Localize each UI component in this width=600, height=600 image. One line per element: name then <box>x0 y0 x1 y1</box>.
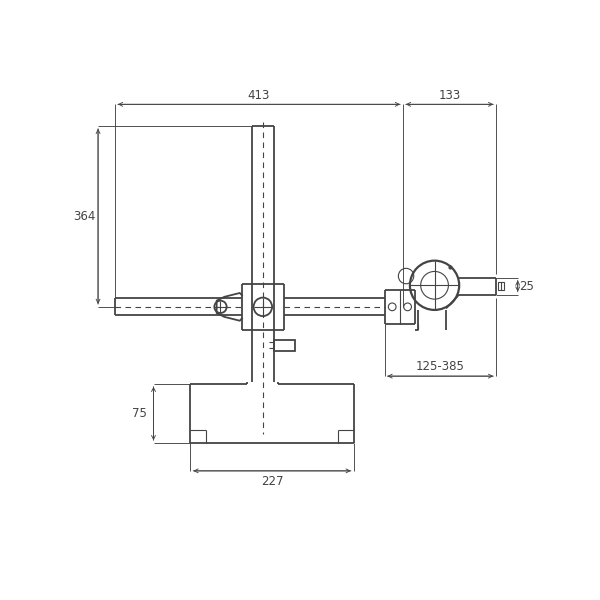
Bar <box>274 340 295 351</box>
Text: 25: 25 <box>520 280 535 293</box>
Text: 125-385: 125-385 <box>416 361 465 373</box>
Text: 413: 413 <box>248 89 270 101</box>
Bar <box>497 282 504 290</box>
Text: 364: 364 <box>73 210 95 223</box>
Text: 75: 75 <box>132 407 147 420</box>
Text: 227: 227 <box>261 475 283 488</box>
Text: 133: 133 <box>439 89 461 101</box>
